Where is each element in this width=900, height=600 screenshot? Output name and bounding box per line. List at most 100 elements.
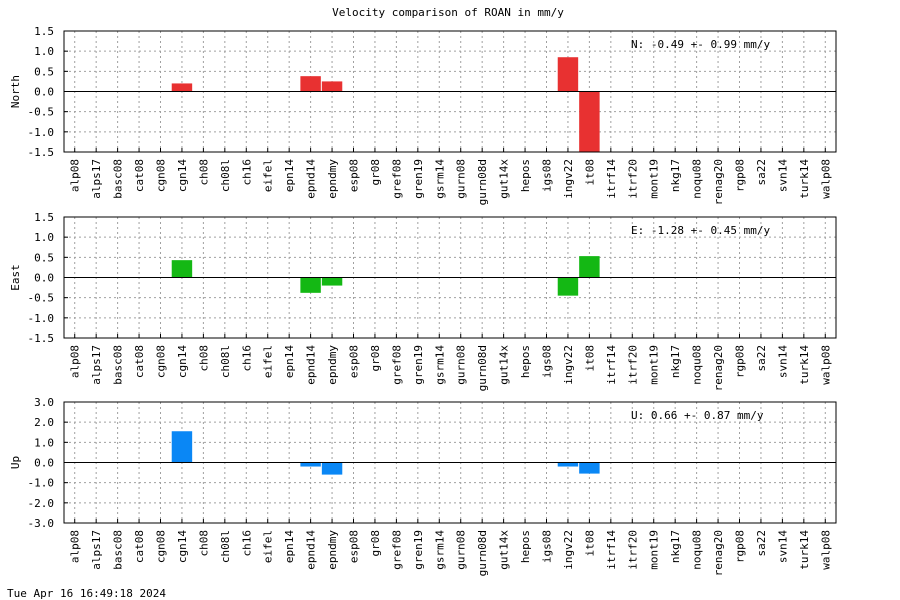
east-ytick-label: -1.5: [28, 332, 55, 345]
up-xtick-label: gurn08d: [476, 530, 489, 576]
up-ytick-label: 2.0: [34, 416, 54, 429]
east-xtick-label: rgp08: [734, 345, 747, 378]
east-xtick-label: itrf14: [605, 345, 618, 385]
east-plot-frame: [63, 216, 837, 339]
east-xtick-label: epn14: [283, 345, 296, 378]
up-xtick-label: igs08: [541, 530, 554, 563]
timestamp: Tue Apr 16 16:49:18 2024: [7, 587, 166, 600]
east-xtick-label: ingv22: [562, 345, 575, 385]
east-xtick-label: gurn08d: [476, 345, 489, 391]
north-xtick-label: nkg17: [669, 159, 682, 192]
up-xtick-label: ingv22: [562, 530, 575, 570]
up-xtick-label: it08: [583, 530, 596, 557]
up-xtick-label: mont19: [648, 530, 661, 570]
up-xtick-label: basc08: [112, 530, 125, 570]
up-bar-cgn14: [171, 431, 193, 463]
north-xtick-label: gurn08d: [476, 159, 489, 205]
up-xtick-label: ch08: [197, 530, 210, 557]
north-plot-frame: [63, 30, 837, 153]
up-xtick-label: nkg17: [669, 530, 682, 563]
north-xtick-label: cgn14: [176, 159, 189, 192]
up-xtick-label: turk14: [798, 530, 811, 570]
east-xtick-label: alps17: [90, 345, 103, 385]
east-xtick-label: gurn08: [455, 345, 468, 385]
north-xtick-label: epn14: [283, 159, 296, 192]
north-xtick-label: noqu08: [691, 159, 704, 199]
north-xtick-label: epndmy: [326, 159, 339, 199]
east-xtick-label: noqu08: [691, 345, 704, 385]
north-xtick-label: gref08: [390, 159, 403, 199]
east-ytick-label: 1.0: [34, 231, 54, 244]
east-xtick-label: it08: [583, 345, 596, 372]
north-bar-cgn14: [171, 83, 193, 92]
east-xtick-label: gref08: [390, 345, 403, 385]
north-xtick-label: alps17: [90, 159, 103, 199]
up-xtick-label: gref08: [390, 530, 403, 570]
north-xtick-label: it08: [583, 159, 596, 186]
east-ytick-label: 0.5: [34, 251, 54, 264]
up-xtick-label: cat08: [133, 530, 146, 563]
east-xtick-label: itrf20: [626, 345, 639, 385]
north-xtick-label: basc08: [112, 159, 125, 199]
east-xtick-label: ch08: [197, 345, 210, 372]
up-xtick-label: alps17: [90, 530, 103, 570]
north-xtick-label: renag20: [712, 159, 725, 205]
east-xtick-label: epndmy: [326, 345, 339, 385]
up-xtick-label: itrf20: [626, 530, 639, 570]
north-xtick-label: epnd14: [305, 159, 318, 199]
north-xtick-label: hepos: [519, 159, 532, 192]
east-xtick-label: ch16: [240, 345, 253, 372]
north-xtick-label: itrf20: [626, 159, 639, 199]
up-xtick-label: epndmy: [326, 530, 339, 570]
north-xtick-label: mont19: [648, 159, 661, 199]
east-xtick-label: gsrm14: [433, 345, 446, 385]
up-xtick-label: renag20: [712, 530, 725, 576]
east-xtick-label: gren19: [412, 345, 425, 385]
east-xtick-label: alp08: [69, 345, 82, 378]
east-xtick-label: cgn08: [155, 345, 168, 378]
north-xtick-label: eifel: [262, 159, 275, 192]
east-xtick-label: renag20: [712, 345, 725, 391]
north-ytick-label: -0.5: [28, 106, 55, 119]
up-xtick-label: esp08: [348, 530, 361, 563]
north-xtick-label: igs08: [541, 159, 554, 192]
north-xtick-label: ch16: [240, 159, 253, 186]
north-ytick-label: 0.0: [34, 86, 54, 99]
east-xtick-label: gr08: [369, 345, 382, 372]
north-ytick-label: 0.5: [34, 65, 54, 78]
up-xtick-label: rgp08: [734, 530, 747, 563]
east-ytick-label: -0.5: [28, 292, 55, 305]
north-xtick-label: gren19: [412, 159, 425, 199]
up-xtick-label: gurn08: [455, 530, 468, 570]
east-bar-cgn14: [171, 260, 193, 278]
up-xtick-label: sa22: [755, 530, 768, 557]
east-xtick-label: cgn14: [176, 345, 189, 378]
east-xtick-label: turk14: [798, 345, 811, 385]
east-xtick-label: esp08: [348, 345, 361, 378]
east-xtick-label: gut14x: [498, 345, 511, 385]
east-annotation: E: -1.28 +- 0.45 mm/y: [631, 224, 770, 237]
up-xtick-label: eifel: [262, 530, 275, 563]
up-xtick-label: gsrm14: [433, 530, 446, 570]
up-axis-label: Up: [9, 456, 22, 469]
chart-title: Velocity comparison of ROAN in mm/y: [332, 6, 564, 19]
up-xtick-label: gut14x: [498, 530, 511, 570]
north-xtick-label: sa22: [755, 159, 768, 186]
north-xtick-label: gut14x: [498, 159, 511, 199]
up-xtick-label: ch08l: [219, 530, 232, 563]
up-xtick-label: noqu08: [691, 530, 704, 570]
east-axis-label: East: [9, 264, 22, 291]
east-xtick-label: svn14: [776, 345, 789, 378]
north-ytick-label: 1.0: [34, 45, 54, 58]
up-ytick-label: 0.0: [34, 457, 54, 470]
east-xtick-label: ch08l: [219, 345, 232, 378]
up-xtick-label: gr08: [369, 530, 382, 557]
east-bar-epnd14: [300, 277, 321, 293]
north-xtick-label: gsrm14: [433, 159, 446, 199]
up-xtick-label: cgn14: [176, 530, 189, 563]
up-xtick-label: hepos: [519, 530, 532, 563]
north-bar-it08: [579, 91, 600, 152]
east-xtick-label: mont19: [648, 345, 661, 385]
north-bar-epndmy: [321, 81, 343, 92]
east-xtick-label: epnd14: [305, 345, 318, 385]
